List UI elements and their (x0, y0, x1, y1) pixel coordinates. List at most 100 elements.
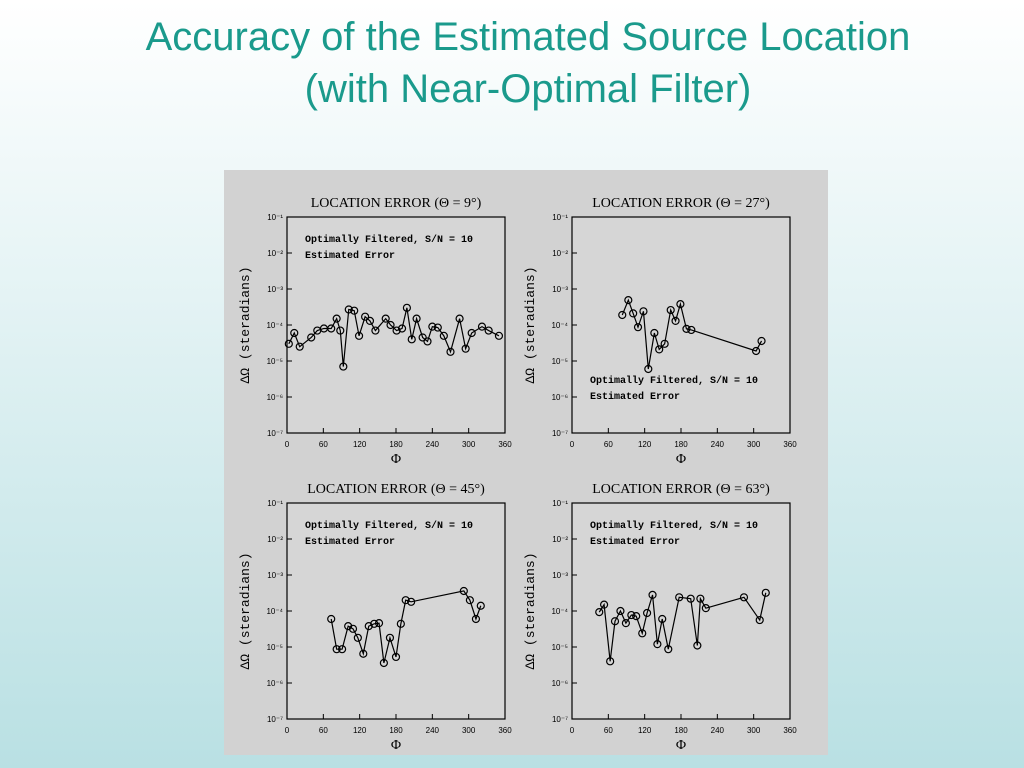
y-tick-label: 10⁻⁴ (266, 607, 283, 616)
x-tick-label: 180 (389, 726, 403, 735)
data-point (307, 333, 316, 342)
x-tick-label: 60 (604, 726, 613, 735)
x-tick-label: 300 (747, 440, 761, 449)
data-point (484, 326, 493, 335)
plot-area (286, 502, 506, 720)
data-point (644, 364, 653, 374)
data-point (332, 314, 341, 323)
y-tick-label: 10⁻³ (267, 571, 283, 580)
data-point (624, 296, 633, 305)
x-tick-label: 120 (353, 440, 367, 449)
data-point (365, 316, 375, 325)
slide-title: Accuracy of the Estimated Source Locatio… (146, 15, 911, 59)
x-tick-label: 120 (638, 440, 652, 449)
y-tick-label: 10⁻³ (552, 571, 568, 580)
y-tick-label: 10⁻³ (267, 285, 283, 294)
data-point (739, 593, 749, 602)
data-point (385, 633, 395, 642)
data-point (606, 657, 615, 666)
data-point (664, 645, 673, 654)
x-tick-label: 300 (462, 440, 476, 449)
data-point (666, 305, 675, 315)
y-tick-label: 10⁻⁶ (267, 679, 283, 688)
y-tick-label: 10⁻⁴ (551, 321, 568, 330)
x-tick-label: 240 (711, 440, 725, 449)
data-line (288, 307, 500, 367)
y-axis-label: ΔΩ (steradians) (238, 552, 253, 669)
x-tick-label: 240 (426, 440, 440, 449)
annotation: Estimated Error (590, 536, 680, 548)
data-point (295, 342, 304, 351)
chart-title: LOCATION ERROR (Θ = 27°) (592, 196, 770, 211)
chart-title: LOCATION ERROR (Θ = 45°) (307, 482, 485, 497)
data-point (660, 339, 669, 348)
x-tick-label: 300 (462, 726, 476, 735)
data-point (755, 615, 764, 625)
data-point (423, 337, 432, 346)
x-tick-label: 0 (570, 440, 575, 449)
plot-area (286, 216, 506, 434)
x-tick-label: 240 (711, 726, 725, 735)
data-point (761, 588, 770, 597)
data-point (381, 314, 390, 323)
data-point (392, 326, 401, 335)
annotation: Estimated Error (590, 391, 680, 403)
x-tick-label: 240 (426, 726, 440, 735)
y-tick-label: 10⁻¹ (267, 499, 283, 508)
data-point (658, 614, 667, 624)
x-tick-label: 180 (389, 440, 403, 449)
data-point (701, 604, 710, 613)
y-tick-label: 10⁻² (552, 249, 568, 258)
y-tick-label: 10⁻³ (552, 285, 568, 294)
y-tick-label: 10⁻² (552, 535, 568, 544)
data-point (757, 336, 766, 346)
slide-title: (with Near-Optimal Filter) (305, 67, 752, 111)
data-point (371, 326, 380, 335)
data-point (621, 619, 630, 628)
y-tick-label: 10⁻⁷ (552, 715, 568, 724)
data-point (455, 314, 464, 323)
y-tick-label: 10⁻¹ (267, 213, 283, 222)
y-tick-label: 10⁻⁶ (552, 393, 568, 402)
data-point (407, 335, 416, 344)
y-tick-label: 10⁻² (267, 249, 283, 258)
data-point (461, 344, 470, 353)
annotation: Optimally Filtered, S/N = 10 (305, 234, 473, 246)
data-point (653, 640, 662, 649)
annotation: Estimated Error (305, 250, 395, 262)
x-tick-label: 60 (604, 440, 613, 449)
data-point (433, 323, 442, 332)
data-point (353, 633, 362, 642)
data-point (639, 307, 648, 316)
data-point (391, 652, 401, 662)
data-point (327, 614, 336, 624)
data-point (332, 645, 341, 654)
data-point (459, 586, 468, 596)
data-point (627, 610, 636, 620)
data-point (397, 324, 407, 333)
data-point (465, 596, 474, 605)
y-tick-label: 10⁻⁵ (552, 643, 568, 652)
data-point (629, 309, 638, 318)
chart-title: LOCATION ERROR (Θ = 9°) (311, 196, 482, 211)
data-point (396, 619, 405, 628)
data-point (696, 594, 705, 603)
data-point (350, 306, 359, 315)
data-point (379, 658, 388, 668)
y-tick-label: 10⁻² (267, 535, 283, 544)
x-tick-label: 360 (783, 440, 797, 449)
y-tick-label: 10⁻¹ (552, 499, 568, 508)
data-point (327, 324, 336, 333)
data-point (616, 606, 625, 616)
data-point (476, 601, 485, 610)
data-point (407, 597, 416, 606)
data-point (595, 608, 604, 617)
data-point (632, 612, 641, 621)
y-tick-label: 10⁻⁵ (267, 357, 283, 366)
data-point (402, 303, 411, 312)
data-point (446, 347, 455, 356)
data-point (467, 328, 476, 338)
data-point (359, 649, 368, 658)
x-tick-label: 180 (674, 726, 688, 735)
